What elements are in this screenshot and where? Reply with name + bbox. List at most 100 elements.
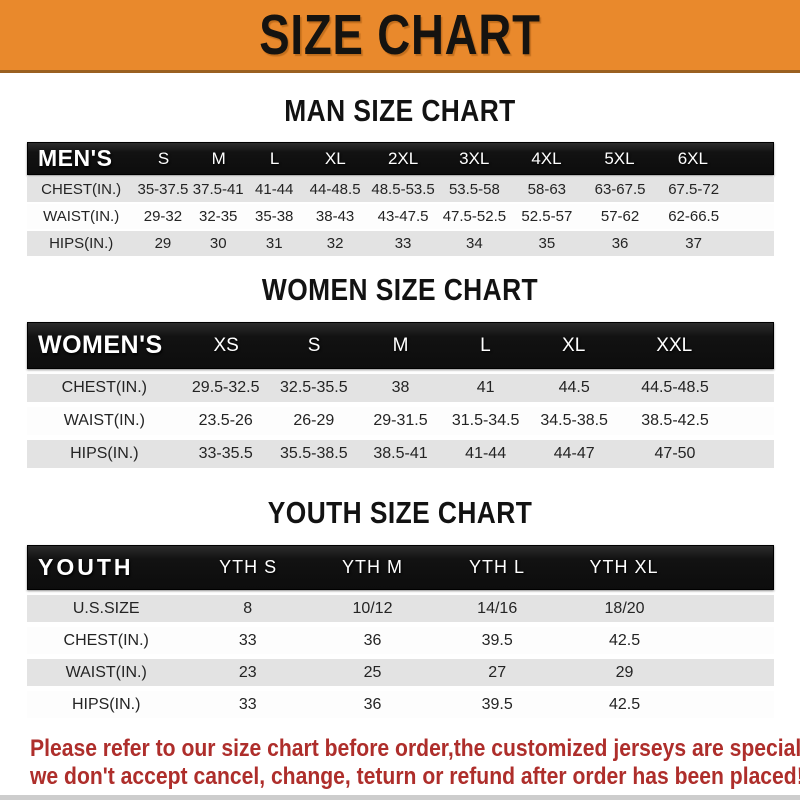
footer-line-1: Please refer to our size chart before or… xyxy=(30,735,800,762)
size-value: 33 xyxy=(394,235,412,252)
column-header: YTH M xyxy=(342,557,404,577)
section-women: WOMEN SIZE CHART WOMEN'S XS S M L XL XXL CHEST(… xyxy=(0,273,800,468)
size-value: 48.5-53.5 xyxy=(371,181,435,198)
table-row: CHEST(IN.) 33 36 39.5 42.5 xyxy=(27,627,774,654)
size-value: 52.5-57 xyxy=(521,208,573,225)
women-section-heading: WOMEN SIZE CHART xyxy=(261,272,539,307)
men-table-header: MEN'S S M L XL 2XL 3XL 4XL 5XL 6XL xyxy=(27,142,774,175)
column-header: 5XL xyxy=(604,148,635,168)
table-row: CHEST(IN.) 35-37.5 37.5-41 41-44 44-48.5 48.5… xyxy=(27,177,774,202)
size-value: 47.5-52.5 xyxy=(442,208,507,225)
size-value: 31 xyxy=(265,235,283,252)
page-title: SIZE CHART xyxy=(259,2,541,67)
table-row: CHEST(IN.) 29.5-32.5 32.5-35.5 38 41 44.5 44.5… xyxy=(27,374,774,402)
row-label: HIPS(IN.) xyxy=(71,695,141,713)
size-value: 33 xyxy=(238,631,257,649)
row-label: CHEST(IN.) xyxy=(61,379,147,396)
column-header: YTH L xyxy=(468,557,525,577)
table-row: HIPS(IN.) 33-35.5 35.5-38.5 38.5-41 41-44 44-… xyxy=(27,440,774,468)
size-value: 63-67.5 xyxy=(594,181,646,198)
youth-section-heading: YOUTH SIZE CHART xyxy=(267,495,533,530)
row-label: CHEST(IN.) xyxy=(63,631,149,649)
column-header: L xyxy=(269,148,280,168)
size-value: 43-47.5 xyxy=(377,208,429,225)
row-label: CHEST(IN.) xyxy=(41,181,122,198)
size-value: 34.5-38.5 xyxy=(540,412,608,429)
size-value: 29 xyxy=(615,663,634,681)
size-value: 29.5-32.5 xyxy=(191,379,260,396)
row-label: WAIST(IN.) xyxy=(63,412,145,429)
row-label: WAIST(IN.) xyxy=(43,208,120,225)
size-value: 37 xyxy=(685,235,702,252)
size-value: 32-35 xyxy=(199,208,238,225)
size-value: 47-50 xyxy=(654,445,696,462)
size-value: 33 xyxy=(238,695,257,713)
youth-size-table: YOUTH YTH S YTH M YTH L YTH XL U.S.SIZE 8 10/12… xyxy=(27,545,774,718)
size-value: 31.5-34.5 xyxy=(451,412,520,429)
size-value: 38 xyxy=(391,379,410,396)
size-value: 33-35.5 xyxy=(198,445,253,462)
size-value: 35.5-38.5 xyxy=(280,445,348,462)
size-value: 29-31.5 xyxy=(373,412,428,429)
women-table-header: WOMEN'S XS S M L XL XXL xyxy=(27,322,774,369)
size-value: 18/20 xyxy=(604,599,645,617)
size-value: 36 xyxy=(611,235,629,252)
section-men: MAN SIZE CHART MEN'S S M L XL 2XL 3XL 4XL 5XL 6XL… xyxy=(0,94,800,256)
footer-note: Please refer to our size chart before or… xyxy=(30,735,800,791)
size-value: 38.5-41 xyxy=(373,445,428,462)
size-value: 8 xyxy=(243,599,253,617)
bottom-strip xyxy=(0,795,800,800)
column-header: S xyxy=(157,148,170,168)
men-section-heading: MAN SIZE CHART xyxy=(284,93,516,128)
youth-table-title: YOUTH xyxy=(38,554,134,580)
size-value: 44-47 xyxy=(553,445,595,462)
size-value: 10/12 xyxy=(352,599,393,617)
size-value: 35-38 xyxy=(255,208,294,225)
size-value: 23 xyxy=(238,663,257,681)
table-row: WAIST(IN.) 23 25 27 29 xyxy=(27,659,774,686)
size-value: 37.5-41 xyxy=(192,181,244,198)
women-size-table: WOMEN'S XS S M L XL XXL CHEST(IN.) 29.5-32.5 32.5… xyxy=(27,322,774,468)
size-value: 27 xyxy=(488,663,507,681)
column-header: XXL xyxy=(656,334,693,356)
size-value: 38.5-42.5 xyxy=(641,412,709,429)
size-value: 57-62 xyxy=(600,208,640,225)
column-header: XL xyxy=(562,334,586,356)
column-header: XS xyxy=(213,334,239,356)
size-value: 23.5-26 xyxy=(198,412,253,429)
size-value: 25 xyxy=(363,663,382,681)
column-header: XL xyxy=(324,148,346,168)
youth-table-header: YOUTH YTH S YTH M YTH L YTH XL xyxy=(27,545,774,590)
section-youth: YOUTH SIZE CHART YOUTH YTH S YTH M YTH L YTH… xyxy=(0,495,800,718)
size-value: 44.5 xyxy=(558,379,590,396)
banner: SIZE CHART xyxy=(0,0,800,73)
size-value: 62-66.5 xyxy=(668,208,720,225)
size-value: 39.5 xyxy=(481,631,513,649)
column-header: 4XL xyxy=(531,148,562,168)
size-value: 32 xyxy=(326,235,344,252)
size-value: 41-44 xyxy=(465,445,507,462)
size-value: 26-29 xyxy=(293,412,335,429)
column-header: 2XL xyxy=(387,148,419,168)
size-value: 41-44 xyxy=(255,181,294,198)
column-header: L xyxy=(480,334,491,356)
size-value: 35 xyxy=(538,235,556,252)
size-value: 35-37.5 xyxy=(137,181,189,198)
column-header: S xyxy=(307,334,321,356)
size-value: 30 xyxy=(209,235,227,252)
size-value: 44.5-48.5 xyxy=(641,379,709,396)
size-value: 42.5 xyxy=(608,631,641,649)
footer-line-2: we don't accept cancel, change, teturn o… xyxy=(30,763,800,790)
size-value: 36 xyxy=(363,695,382,713)
size-value: 32.5-35.5 xyxy=(280,379,348,396)
column-header: 6XL xyxy=(677,148,708,168)
column-header: M xyxy=(392,334,409,356)
women-table-title: WOMEN'S xyxy=(38,331,163,359)
size-value: 36 xyxy=(363,631,382,649)
size-value: 42.5 xyxy=(608,695,641,713)
size-value: 41 xyxy=(476,379,495,396)
table-row: WAIST(IN.) 29-32 32-35 35-38 38-43 43-47.5 47.… xyxy=(27,204,774,229)
table-row: U.S.SIZE 8 10/12 14/16 18/20 xyxy=(27,595,774,622)
size-value: 29 xyxy=(154,235,172,252)
